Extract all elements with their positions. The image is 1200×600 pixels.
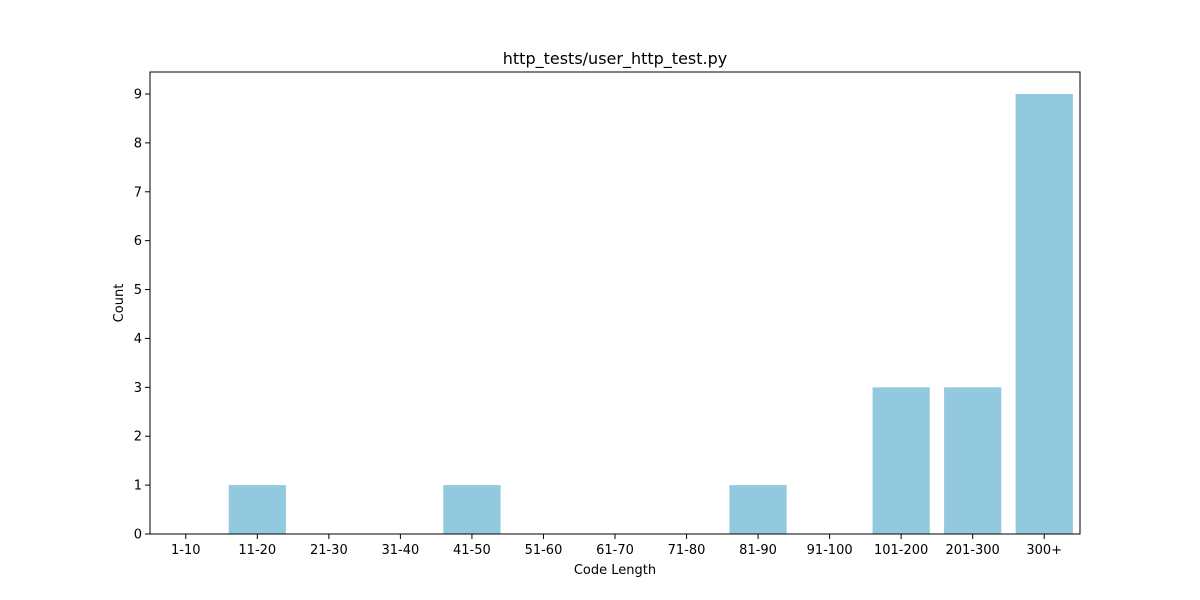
y-tick-label: 1 bbox=[134, 479, 142, 494]
chart-title: http_tests/user_http_test.py bbox=[503, 49, 727, 69]
y-tick-label: 0 bbox=[134, 528, 142, 543]
x-tick-label: 300+ bbox=[1026, 543, 1062, 558]
y-tick-label: 4 bbox=[134, 332, 142, 347]
y-tick-label: 8 bbox=[134, 136, 142, 151]
bars-group bbox=[228, 94, 1073, 534]
y-tick-label: 7 bbox=[134, 185, 142, 200]
x-tick-label: 51-60 bbox=[525, 543, 563, 558]
x-tick-label: 91-100 bbox=[807, 543, 853, 558]
x-tick-label: 61-70 bbox=[596, 543, 634, 558]
x-axis-ticks: 1-10 11-20 21-30 31-40 41-50 51-60 61-70 71-80 8… bbox=[171, 534, 1062, 558]
bar-300+ bbox=[1015, 94, 1073, 534]
y-tick-label: 5 bbox=[134, 283, 142, 298]
bar-11-20 bbox=[228, 485, 286, 534]
x-axis-label: Code Length bbox=[574, 563, 656, 578]
x-tick-label: 1-10 bbox=[171, 543, 201, 558]
y-axis-label: Count bbox=[112, 284, 127, 323]
x-tick-label: 31-40 bbox=[381, 543, 419, 558]
y-tick-label: 3 bbox=[134, 381, 142, 396]
bar-81-90 bbox=[729, 485, 787, 534]
x-tick-label: 101-200 bbox=[874, 543, 928, 558]
x-tick-label: 81-90 bbox=[739, 543, 777, 558]
x-tick-label: 11-20 bbox=[238, 543, 276, 558]
x-tick-label: 41-50 bbox=[453, 543, 491, 558]
y-tick-label: 9 bbox=[134, 88, 142, 103]
x-tick-label: 71-80 bbox=[668, 543, 706, 558]
y-tick-label: 6 bbox=[134, 234, 142, 249]
y-tick-label: 2 bbox=[134, 430, 142, 445]
bar-201-300 bbox=[944, 387, 1002, 534]
bar-41-50 bbox=[443, 485, 501, 534]
plot-frame bbox=[149, 71, 1081, 535]
x-tick-label: 201-300 bbox=[946, 543, 1000, 558]
bar-101-200 bbox=[872, 387, 930, 534]
y-axis-ticks: 0 1 2 3 4 5 6 7 8 9 bbox=[134, 88, 150, 543]
x-tick-label: 21-30 bbox=[310, 543, 348, 558]
